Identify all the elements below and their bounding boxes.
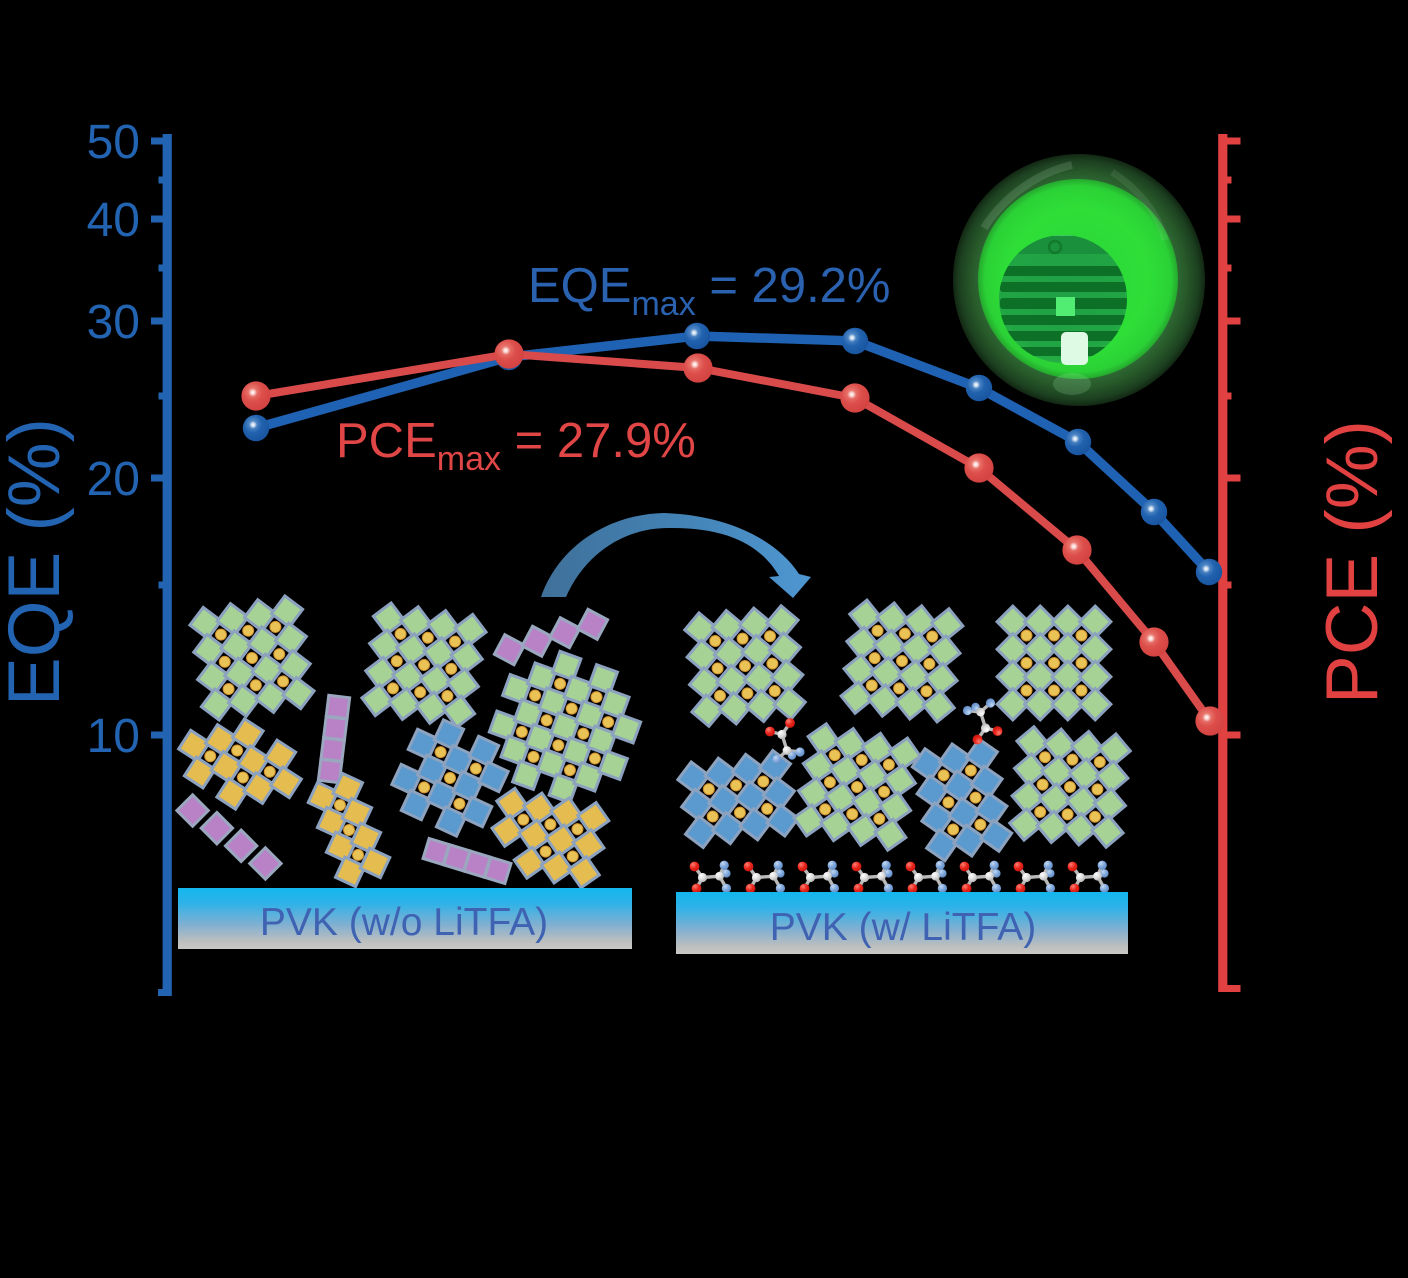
svg-text:EQE (%): EQE (%) [0, 418, 75, 706]
svg-text:EQEmax = 29.2%: EQEmax = 29.2% [528, 259, 891, 323]
svg-text:50: 50 [87, 116, 140, 169]
svg-text:30: 30 [87, 296, 140, 349]
svg-text:40: 40 [87, 194, 140, 247]
svg-text:PVK (w/o LiTFA): PVK (w/o LiTFA) [260, 901, 548, 944]
svg-text:PCEmax = 27.9%: PCEmax = 27.9% [336, 414, 696, 478]
svg-text:20: 20 [87, 453, 140, 506]
svg-text:PVK (w/ LiTFA): PVK (w/ LiTFA) [770, 906, 1037, 949]
svg-text:10: 10 [87, 710, 140, 763]
svg-text:PCE (%): PCE (%) [1312, 420, 1393, 704]
